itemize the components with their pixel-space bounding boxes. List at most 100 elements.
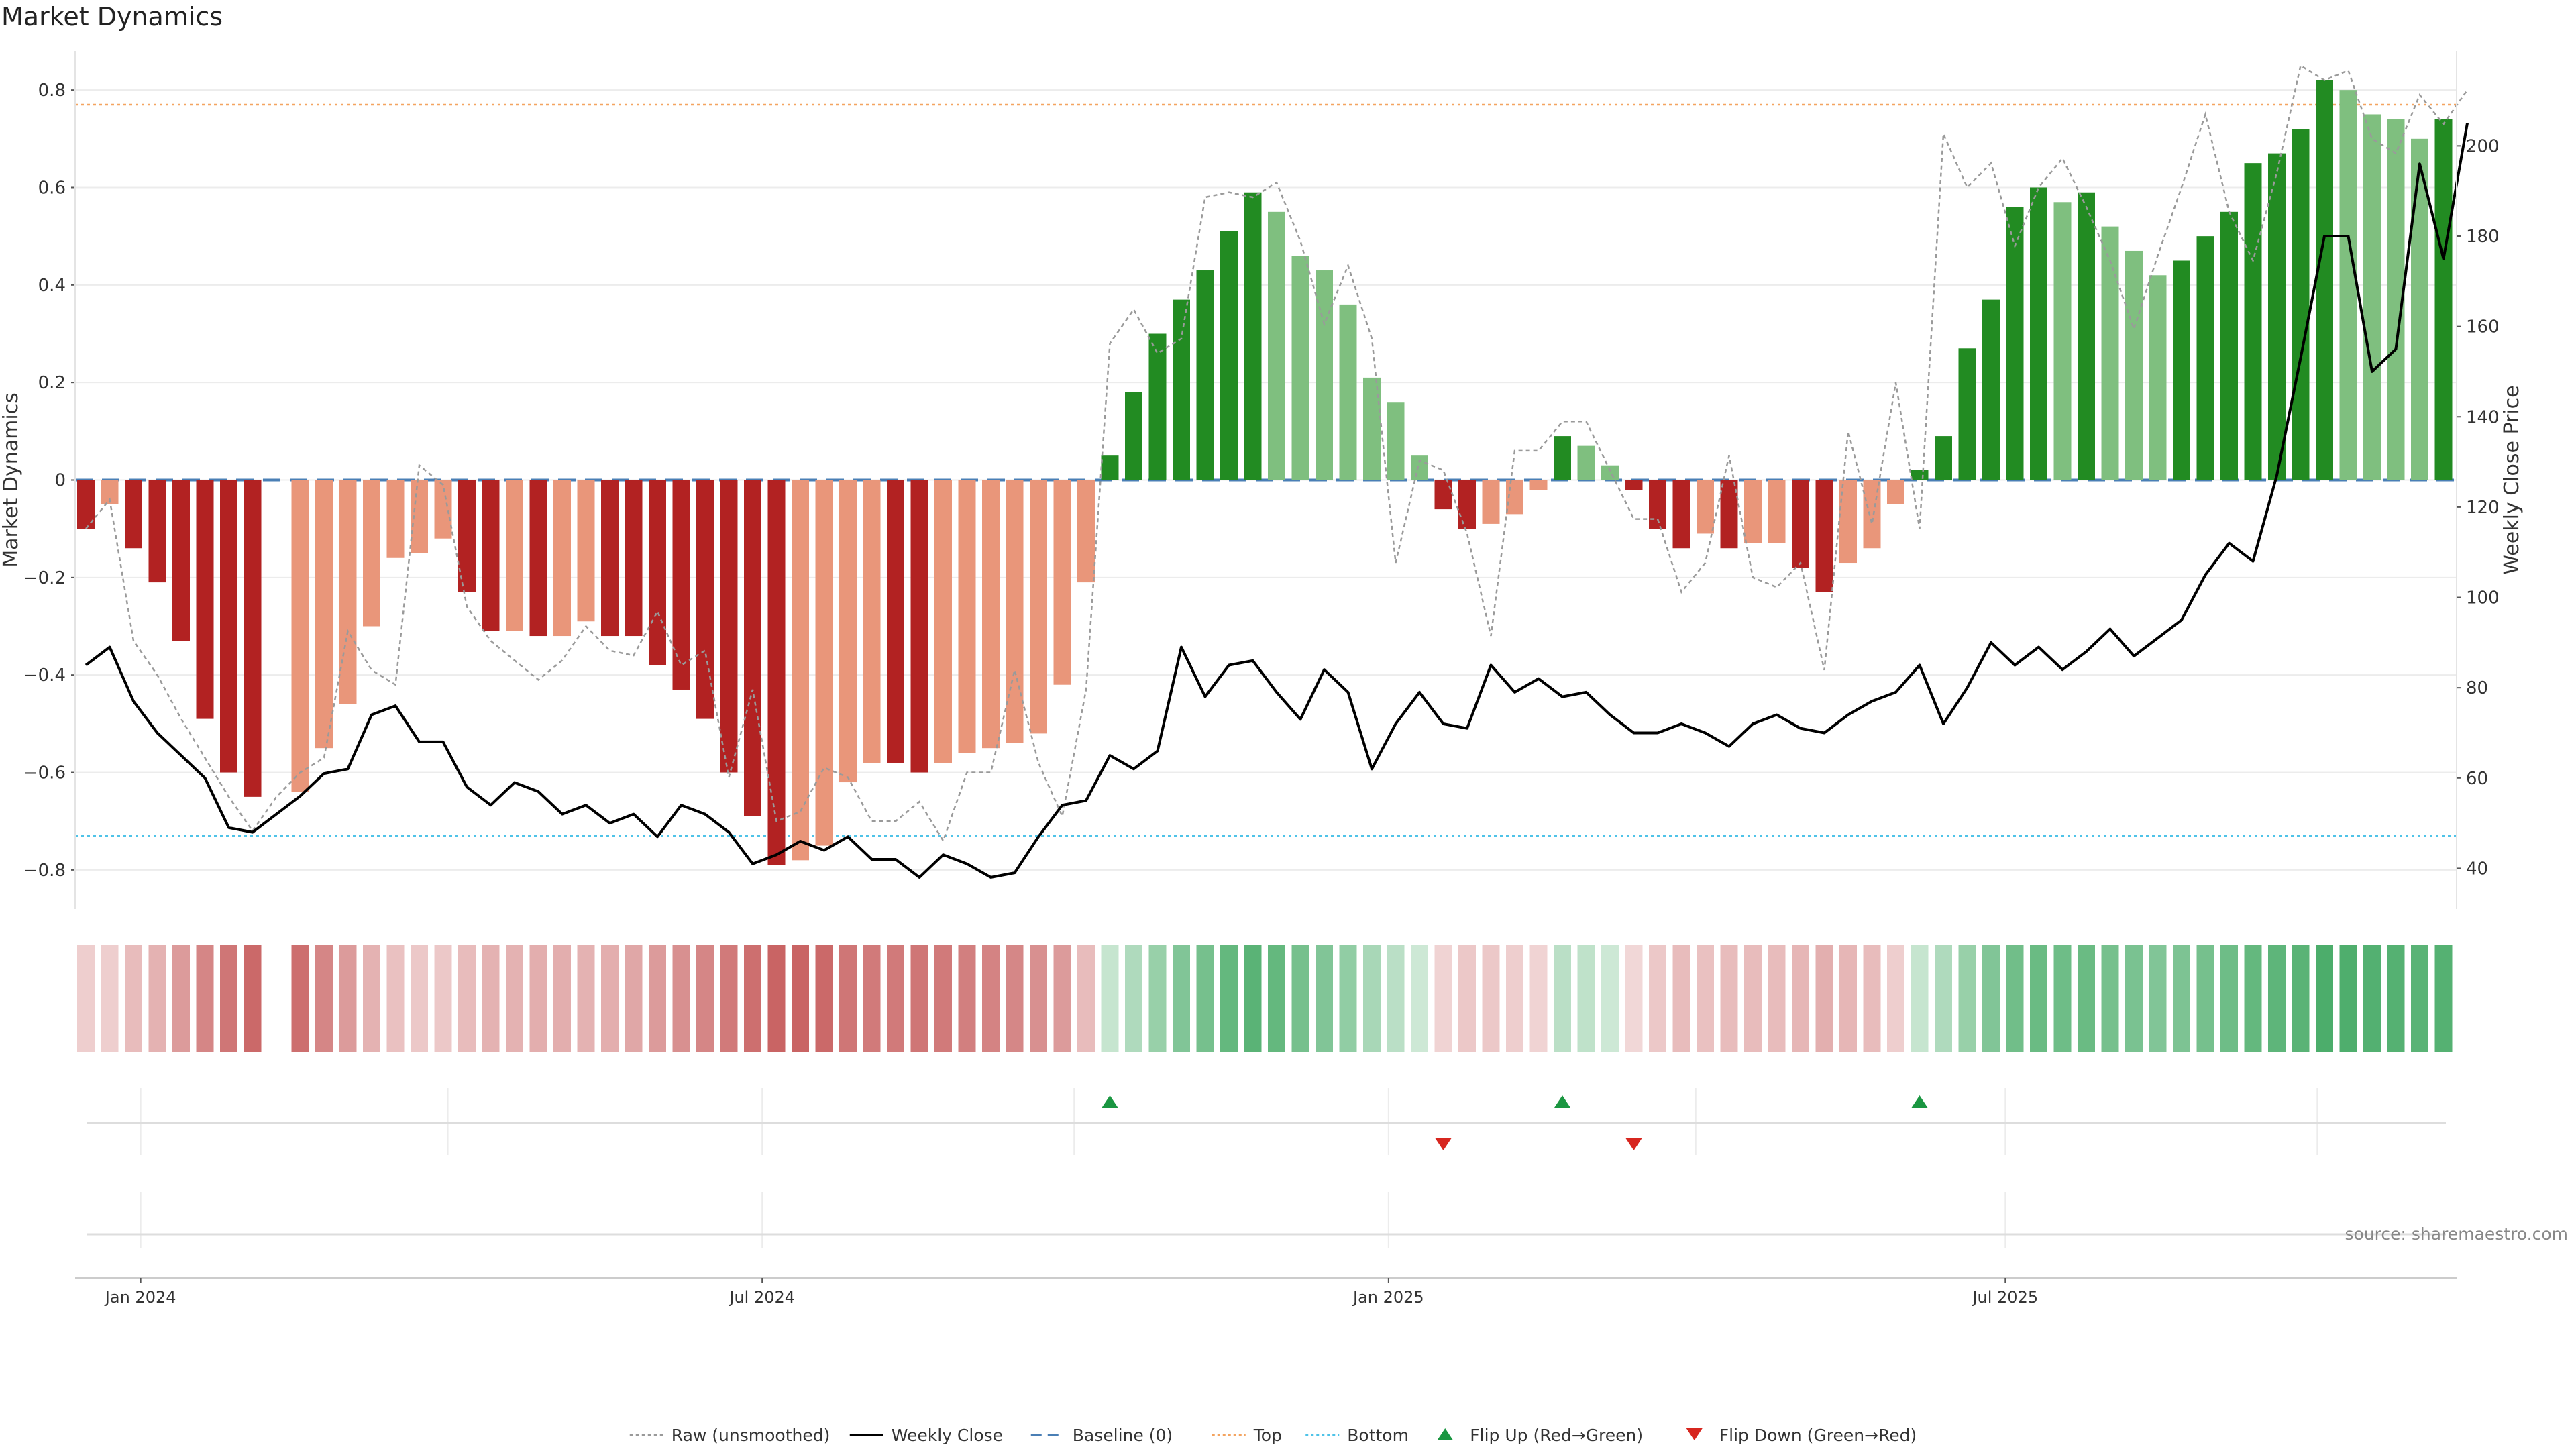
- right-tick-label: 100: [2466, 588, 2500, 608]
- legend-item: Bottom: [1305, 1426, 1409, 1445]
- bar: [196, 480, 214, 719]
- strip-cell: [1148, 945, 1167, 1052]
- strip-cell: [458, 945, 476, 1052]
- left-tick-label: −0.8: [23, 861, 66, 881]
- left-tick-label: 0.8: [38, 80, 66, 101]
- bar: [315, 480, 333, 749]
- strip-cell: [196, 945, 214, 1052]
- left-tick-label: 0.6: [38, 178, 66, 198]
- right-tick-label: 120: [2466, 498, 2500, 518]
- legend-item: Weekly Close: [849, 1426, 1003, 1445]
- strip-cell: [2363, 945, 2381, 1052]
- bar: [125, 480, 142, 549]
- bar: [1768, 480, 1786, 543]
- bar: [1935, 436, 1952, 480]
- strip-cell: [1768, 945, 1786, 1052]
- bar: [1625, 480, 1643, 490]
- bar: [601, 480, 619, 637]
- strip-cell: [958, 945, 976, 1052]
- bar: [1030, 480, 1047, 734]
- legend-label: Flip Up (Red→Green): [1470, 1426, 1643, 1445]
- strip-cell: [2053, 945, 2072, 1052]
- strip-cell: [1935, 945, 1952, 1052]
- market-dynamics-bars: [77, 80, 2453, 865]
- strip-cell: [1411, 945, 1428, 1052]
- strip-cell: [1196, 945, 1214, 1052]
- flip-down-marker: [1625, 1138, 1642, 1150]
- strip-cell: [2078, 945, 2095, 1052]
- bar: [910, 480, 928, 773]
- strip-cell: [1744, 945, 1762, 1052]
- bar: [2053, 202, 2072, 480]
- bar: [2006, 207, 2024, 480]
- bar: [958, 480, 976, 753]
- strip-cell: [529, 945, 547, 1052]
- flip-down-marker: [1435, 1138, 1452, 1150]
- left-tick-label: −0.6: [23, 763, 66, 784]
- bar: [1101, 455, 1119, 480]
- strip-cell: [386, 945, 405, 1052]
- source-note: source: sharemaestro.com: [2345, 1224, 2569, 1244]
- bar: [577, 480, 595, 622]
- bar: [434, 480, 452, 539]
- bar: [2030, 187, 2047, 480]
- bar: [1958, 348, 1976, 480]
- bar: [839, 480, 857, 783]
- bar: [220, 480, 237, 773]
- strip-cell: [2411, 945, 2428, 1052]
- bar: [339, 480, 357, 704]
- strip-cell: [315, 945, 333, 1052]
- bar: [625, 480, 643, 637]
- right-tick-label: 40: [2466, 859, 2488, 879]
- bar: [1744, 480, 1762, 543]
- x-axis: Jan 2024 Jul 2024 Jan 2025 Jul 2025: [75, 1277, 2457, 1307]
- bar: [2244, 163, 2262, 480]
- bar: [386, 480, 405, 558]
- bar: [1291, 256, 1309, 480]
- weekly-close-line: [85, 123, 2469, 879]
- strip-cell: [577, 945, 595, 1052]
- bar: [148, 480, 166, 583]
- right-tick-label: 160: [2466, 317, 2500, 337]
- bar: [2173, 260, 2190, 480]
- strip-cell: [1554, 945, 1571, 1052]
- bar: [1434, 480, 1452, 510]
- bar: [1173, 299, 1190, 480]
- bar: [291, 480, 309, 792]
- reference-lines: [75, 103, 2457, 837]
- bar: [792, 480, 809, 861]
- strip-cell: [482, 945, 500, 1052]
- strip-cell: [2292, 945, 2310, 1052]
- right-tick-label: 80: [2466, 678, 2488, 698]
- strip-cell: [1316, 945, 1333, 1052]
- strip-cell: [767, 945, 786, 1052]
- strip-cell: [696, 945, 714, 1052]
- legend-item: Flip Up (Red→Green): [1437, 1426, 1643, 1445]
- strip-cell: [1672, 945, 1690, 1052]
- strip-cell: [982, 945, 1000, 1052]
- bar: [482, 480, 500, 631]
- bar: [1196, 270, 1214, 480]
- bar: [815, 480, 833, 846]
- legend-label: Baseline (0): [1073, 1426, 1173, 1445]
- bar: [458, 480, 476, 592]
- x-tick-label: Jul 2025: [1971, 1288, 2038, 1307]
- bar: [887, 480, 904, 763]
- flip-up-marker: [1554, 1095, 1570, 1108]
- bar: [672, 480, 690, 690]
- legend-swatch: [1686, 1428, 1703, 1440]
- strip-cell: [815, 945, 833, 1052]
- bar: [1482, 480, 1500, 524]
- y-axis-label-left: Market Dynamics: [0, 392, 23, 568]
- bar: [2268, 153, 2286, 480]
- bar: [1458, 480, 1476, 529]
- legend-label: Weekly Close: [892, 1426, 1003, 1445]
- bar: [529, 480, 547, 637]
- raw-series: [85, 64, 2469, 843]
- legend-label: Flip Down (Green→Red): [1719, 1426, 1917, 1445]
- bar: [506, 480, 523, 631]
- left-tick-label: −0.2: [23, 568, 66, 588]
- strip-cell: [1363, 945, 1381, 1052]
- strip-cell: [2149, 945, 2167, 1052]
